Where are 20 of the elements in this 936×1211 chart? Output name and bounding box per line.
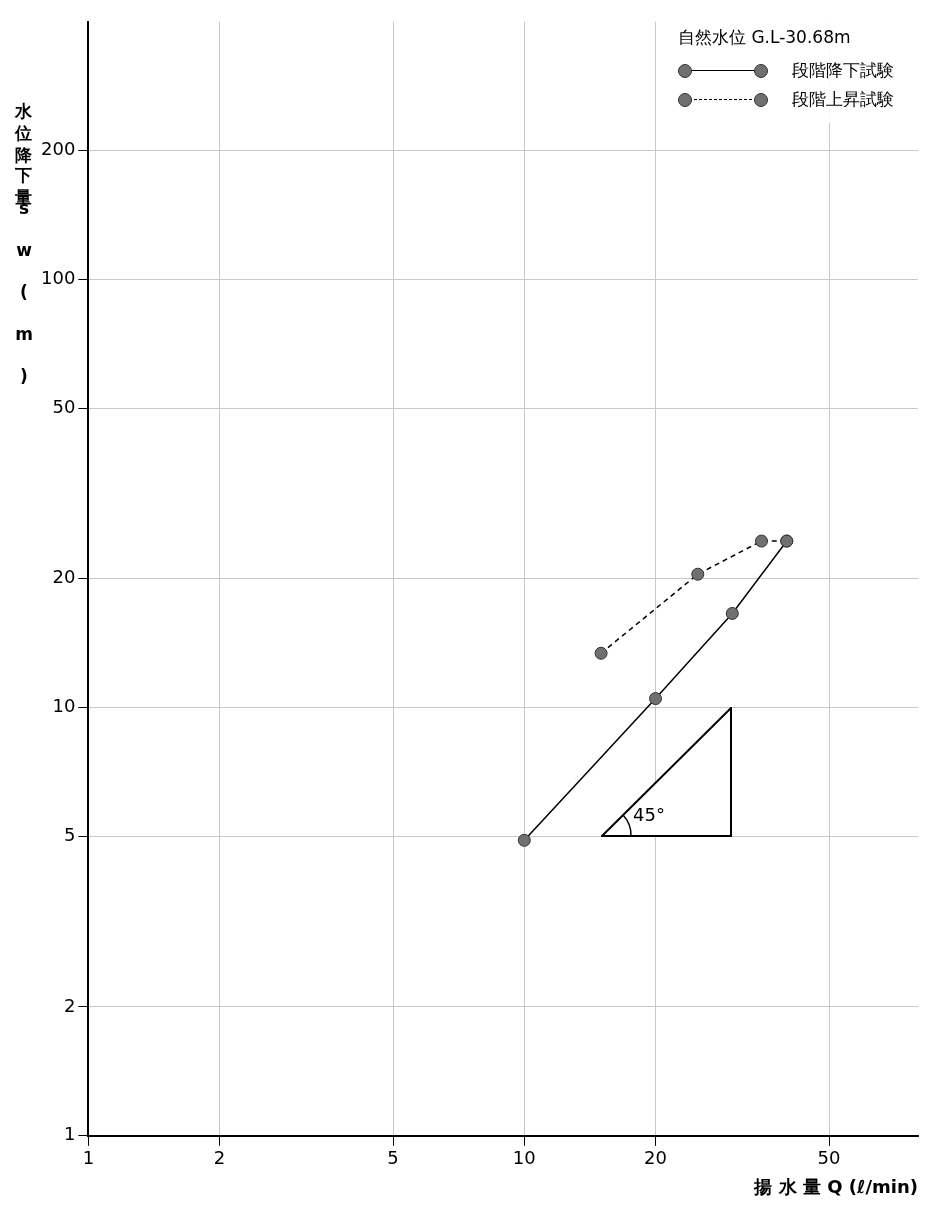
x-tick-label: 5 (387, 1147, 399, 1169)
annotation: 45° (633, 804, 665, 825)
y-tick-label: 5 (63, 824, 76, 846)
y-tick-label: 200 (41, 138, 76, 160)
legend-label: 段階降下試験 (792, 59, 894, 82)
x-tick-label: 2 (213, 1147, 226, 1169)
x-tick-label: 50 (817, 1147, 841, 1169)
x-tick-label: 20 (644, 1147, 667, 1169)
y-tick-label: 10 (52, 695, 76, 717)
y-tick-label: 20 (52, 566, 76, 588)
legend-label: 段階上昇試験 (792, 88, 894, 111)
x-axis-title: 揚 水 量 Q (ℓ/min) (753, 1175, 918, 1197)
y-tick-label: 100 (41, 267, 76, 289)
x-tick-label: 1 (82, 1147, 95, 1169)
y-tick-label: 1 (63, 1123, 76, 1145)
x-tick-label: 10 (512, 1147, 536, 1169)
legend-title: 自然水位 G.L-30.68m (678, 26, 852, 49)
y-tick-label: 2 (63, 994, 76, 1016)
y-axis-title: 水位降下量sw(m) (13, 88, 35, 408)
y-tick-label: 50 (52, 396, 76, 418)
